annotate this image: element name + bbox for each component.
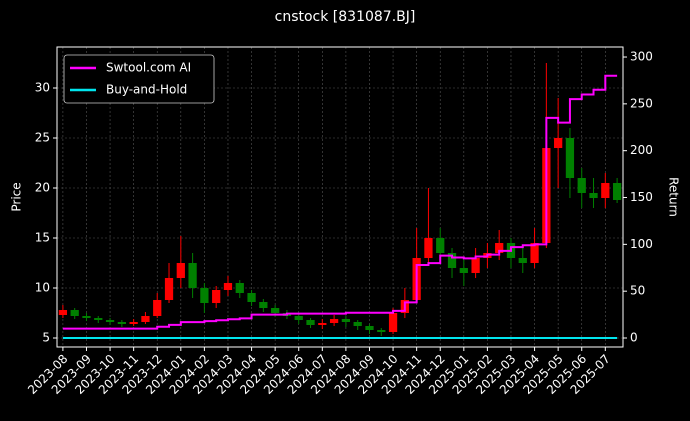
y-tick-label: 30 — [35, 81, 50, 95]
candle-body — [223, 283, 233, 290]
return-line — [62, 74, 618, 330]
candle-body — [153, 300, 162, 316]
y-axis-label: Price — [10, 182, 24, 211]
candle-body — [129, 322, 138, 324]
candle-body — [495, 243, 504, 253]
candle-body — [424, 238, 433, 258]
candle-body — [188, 263, 197, 288]
candle-body — [70, 310, 79, 316]
candle-body — [471, 258, 480, 273]
candle-body — [353, 322, 362, 326]
y2-tick-label: 150 — [630, 190, 653, 204]
candle-body — [306, 320, 315, 325]
candle-body — [530, 243, 539, 263]
candle-body — [589, 193, 598, 198]
y2-tick-label: 50 — [630, 284, 645, 298]
legend-box — [63, 54, 215, 104]
candle-body — [601, 183, 610, 198]
candle-body — [212, 290, 221, 303]
candle-body — [200, 288, 209, 303]
candle-body — [259, 302, 268, 308]
candle-body — [294, 316, 303, 320]
legend-label: Swtool.com AI — [106, 61, 191, 75]
candle-body — [164, 278, 174, 300]
candle-body — [94, 318, 103, 320]
candle-body — [377, 330, 386, 332]
y-tick-label: 15 — [35, 231, 50, 245]
candle-body — [318, 323, 327, 325]
candle-body — [235, 283, 244, 293]
candle-body — [388, 313, 398, 332]
candle-body — [176, 263, 185, 278]
plot-frame — [56, 46, 624, 348]
candle-body — [612, 183, 622, 200]
candle-body — [459, 268, 468, 273]
y-tick-label: 20 — [35, 181, 50, 195]
y2-tick-label: 0 — [630, 331, 638, 345]
y-tick-label: 5 — [42, 331, 50, 345]
candle-body — [247, 293, 256, 302]
y-tick-label: 25 — [35, 131, 50, 145]
y2-tick-label: 100 — [630, 237, 653, 251]
candle-body — [577, 178, 586, 193]
candle-body — [82, 316, 91, 318]
y-tick-label: 10 — [35, 281, 50, 295]
candle-body — [271, 308, 280, 313]
candle-body — [554, 138, 563, 148]
candle-body — [447, 253, 457, 268]
y2-tick-label: 200 — [630, 143, 653, 157]
candle-body — [105, 320, 115, 322]
candle-body — [518, 258, 527, 263]
candle-body — [365, 326, 374, 330]
legend-label: Buy-and-Hold — [106, 83, 187, 97]
candle-body — [329, 319, 339, 323]
chart-title: cnstock [831087.BJ] — [275, 9, 416, 25]
candle-body — [141, 316, 150, 322]
candle-body — [565, 138, 575, 178]
y2-axis-label: Return — [667, 177, 681, 217]
candle-body — [341, 319, 351, 322]
candle-body — [58, 310, 68, 315]
candle-body — [436, 238, 445, 253]
y2-tick-label: 300 — [630, 50, 653, 64]
y2-tick-label: 250 — [630, 96, 653, 110]
candle-body — [117, 322, 126, 324]
